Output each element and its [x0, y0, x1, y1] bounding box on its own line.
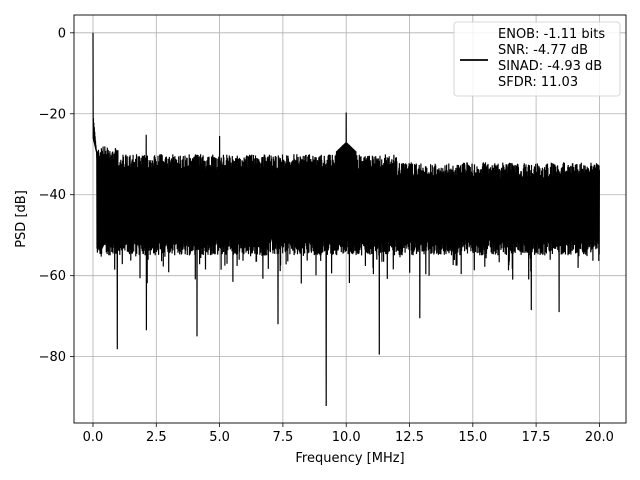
x-tick-label: 20.0: [585, 430, 614, 445]
series-layer: [92, 32, 600, 407]
x-axis-ticks: 0.0 2.5 5.0 7.5 10.0 12.5 15.0 17.5 20.0: [83, 423, 614, 445]
psd-series-line: [92, 32, 600, 407]
legend-entry-line: SINAD: -4.93 dB: [498, 59, 602, 74]
x-tick-label: 2.5: [146, 430, 167, 445]
legend-entry-line: SFDR: 11.03: [498, 75, 578, 90]
legend-entry: ENOB: -1.11 bits SNR: -4.77 dB SINAD: -4.9…: [498, 27, 605, 90]
plot-frame: [73, 14, 627, 424]
legend-entry-line: ENOB: -1.11 bits: [498, 27, 605, 42]
x-tick-label: 7.5: [273, 430, 294, 445]
y-axis-ticks: 0 −20 −40 −60 −80: [39, 26, 74, 365]
x-axis-label: Frequency [MHz]: [295, 451, 404, 466]
x-tick-label: 15.0: [458, 430, 487, 445]
y-tick-label: 0: [58, 26, 66, 41]
x-tick-label: 12.5: [395, 430, 424, 445]
y-axis-label: PSD [dB]: [14, 190, 29, 248]
x-tick-label: 17.5: [522, 430, 551, 445]
x-tick-label: 5.0: [209, 430, 230, 445]
x-tick-label: 10.0: [332, 430, 361, 445]
y-tick-label: −20: [39, 107, 66, 122]
y-tick-label: −40: [39, 188, 66, 203]
y-tick-label: −60: [39, 269, 66, 284]
legend-entry-line: SNR: -4.77 dB: [498, 43, 588, 58]
y-tick-label: −80: [39, 350, 66, 365]
x-tick-label: 0.0: [83, 430, 104, 445]
legend: ENOB: -1.11 bits SNR: -4.77 dB SINAD: -4.9…: [453, 21, 621, 97]
legend-box: [453, 21, 621, 97]
